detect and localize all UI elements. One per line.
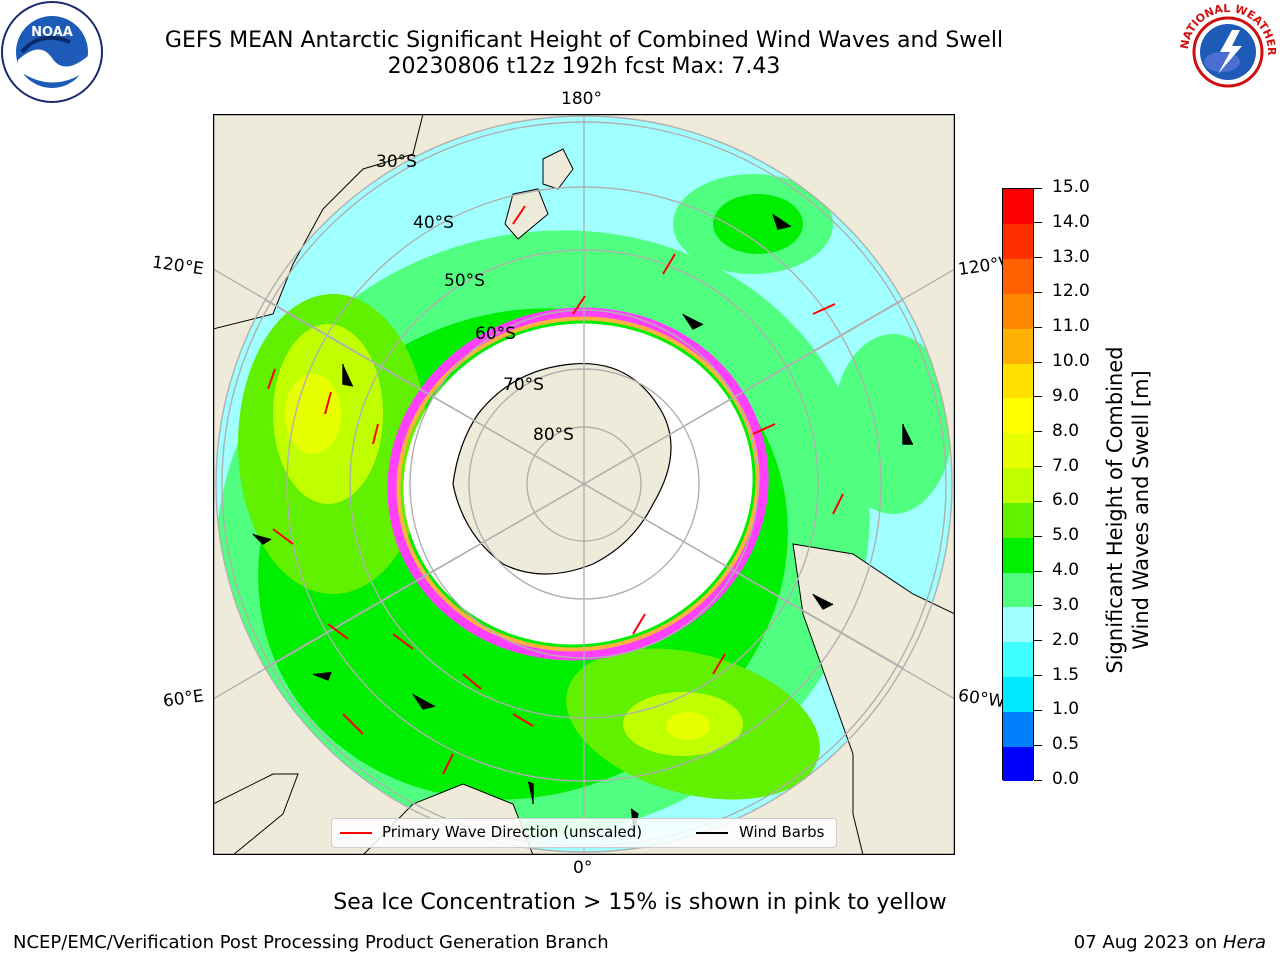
colorbar-tick: [1034, 222, 1042, 224]
new-zealand-north: [542, 148, 574, 190]
colorbar-tick: [1034, 361, 1042, 363]
new-zealand-south: [504, 188, 549, 240]
colorbar-tick: [1034, 326, 1042, 328]
colorbar-tick-label: 7.0: [1052, 455, 1080, 476]
colorbar-tick: [1034, 500, 1042, 502]
colorbar-tick: [1034, 396, 1042, 398]
antarctica-landmass: [452, 362, 672, 575]
colorbar-tick-label: 4.0: [1052, 560, 1080, 581]
colorbar-segment: [1003, 711, 1033, 747]
date-text: 07 Aug 2023 on: [1073, 932, 1223, 953]
noaa-logo-text: NOAA: [31, 25, 73, 40]
colorbar-tick-label: 3.0: [1052, 594, 1080, 615]
lat-label-40s: 40°S: [413, 213, 454, 233]
colorbar-segment: [1003, 537, 1033, 573]
colorbar-tick-label: 13.0: [1052, 246, 1090, 267]
legend-wave-swatch: [340, 832, 372, 834]
colorbar-label-line2: Wind Waves and Swell [m]: [1129, 370, 1153, 650]
map-frame: [212, 113, 956, 856]
colorbar-segment: [1003, 467, 1033, 503]
colorbar-segment: [1003, 363, 1033, 399]
colorbar-tick-label: 14.0: [1052, 211, 1090, 232]
colorbar-label-line1: Significant Height of Combined: [1103, 346, 1127, 674]
legend-barb-label: Wind Barbs: [739, 823, 825, 841]
sea-ice-note: Sea Ice Concentration > 15% is shown in …: [333, 890, 947, 915]
colorbar-tick-label: 2.0: [1052, 629, 1080, 650]
colorbar-segment: [1003, 502, 1033, 538]
colorbar-segment: [1003, 746, 1033, 782]
graticule: [213, 116, 955, 852]
colorbar-tick-label: 0.0: [1052, 769, 1080, 789]
date-stamp: 07 Aug 2023 on Hera: [1074, 932, 1266, 953]
colorbar-label: Significant Height of Combined Wind Wave…: [1102, 260, 1154, 760]
lat-label-50s: 50°S: [444, 271, 485, 291]
colorbar-tick-label: 5.0: [1052, 525, 1080, 546]
colorbar-tick: [1034, 431, 1042, 433]
australia-landmass: [213, 114, 424, 330]
nws-logo: NATIONAL WEATHER SERVICE: [1176, 0, 1278, 102]
colorbar-segment: [1003, 606, 1033, 643]
colorbar-tick-label: 10.0: [1052, 351, 1090, 372]
colorbar-tick-label: 1.0: [1052, 699, 1080, 720]
colorbar-segment: [1003, 641, 1033, 678]
colorbar-tick-label: 15.0: [1052, 177, 1090, 197]
colorbar-segment: [1003, 293, 1033, 329]
colorbar-tick: [1034, 187, 1042, 189]
colorbar-segment: [1003, 676, 1033, 712]
colorbar-segment: [1003, 328, 1033, 364]
colorbar-segment: [1003, 258, 1033, 294]
machine-name: Hera: [1222, 932, 1266, 953]
colorbar-segment: [1003, 572, 1033, 608]
colorbar-tick-label: 1.5: [1052, 664, 1080, 685]
credit-line: NCEP/EMC/Verification Post Processing Pr…: [13, 932, 609, 953]
colorbar-tick: [1034, 675, 1042, 677]
colorbar-tick: [1034, 570, 1042, 572]
lat-label-70s: 70°S: [503, 375, 544, 395]
colorbar-tick: [1034, 779, 1042, 781]
colorbar-tick: [1034, 709, 1042, 711]
lon-label-60w: 60°W: [956, 685, 1007, 713]
map-legend: Primary Wave Direction (unscaled) Wind B…: [331, 818, 837, 848]
colorbar-tick-label: 6.0: [1052, 490, 1080, 511]
colorbar-tick: [1034, 535, 1042, 537]
colorbar-tick-label: 12.0: [1052, 281, 1090, 302]
colorbar-segment: [1003, 432, 1033, 469]
colorbar-tick: [1034, 466, 1042, 468]
colorbar-tick-label: 8.0: [1052, 420, 1080, 441]
noaa-logo: NOAA: [1, 1, 103, 103]
lon-label-120e: 120°E: [150, 252, 205, 280]
legend-barb-swatch: [696, 832, 728, 834]
wind-barbs: [252, 213, 913, 835]
colorbar-tick: [1034, 291, 1042, 293]
wave-direction-arrows: [267, 205, 844, 775]
lon-label-180: 180°: [561, 89, 602, 109]
colorbar-segment: [1003, 223, 1033, 260]
colorbar-tick: [1034, 257, 1042, 259]
legend-wave-label: Primary Wave Direction (unscaled): [382, 823, 643, 841]
lat-label-30s: 30°S: [376, 152, 417, 172]
colorbar-segment: [1003, 397, 1033, 434]
colorbar-tick-label: 11.0: [1052, 316, 1090, 337]
colorbar: [1002, 188, 1034, 782]
colorbar-tick-label: 0.5: [1052, 734, 1080, 755]
lat-label-80s: 80°S: [533, 425, 574, 445]
madagascar-landmass: [213, 773, 299, 855]
colorbar-tick: [1034, 744, 1042, 746]
chart-title: GEFS MEAN Antarctic Significant Height o…: [164, 28, 1004, 53]
chart-subtitle: 20230806 t12z 192h fcst Max: 7.43: [387, 54, 781, 79]
lon-label-0: 0°: [573, 858, 593, 878]
colorbar-segment: [1003, 189, 1033, 225]
lat-label-60s: 60°S: [475, 324, 516, 344]
south-america-landmass: [792, 543, 955, 855]
colorbar-tick: [1034, 605, 1042, 607]
colorbar-tick: [1034, 640, 1042, 642]
map-svg: [212, 113, 956, 856]
colorbar-tick-label: 9.0: [1052, 385, 1080, 406]
lon-label-60e: 60°E: [161, 686, 206, 712]
